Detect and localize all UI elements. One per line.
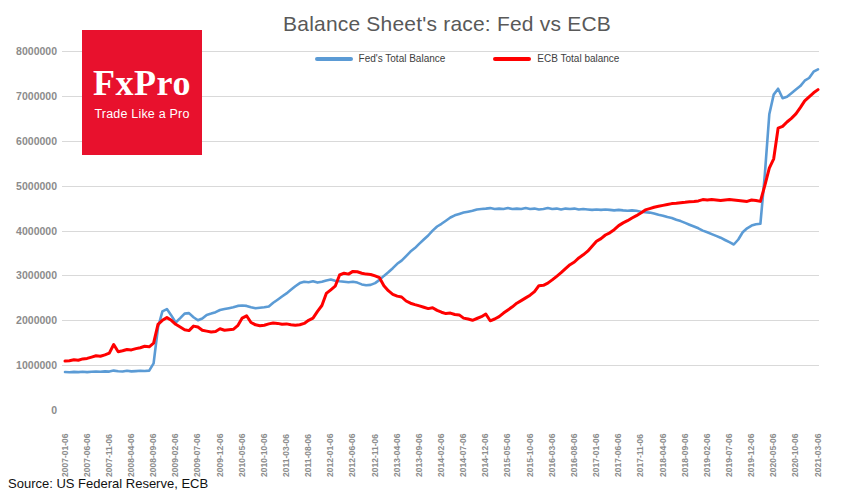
x-tick-label: 2014-12-06 bbox=[481, 434, 490, 477]
y-tick-label: 0 bbox=[0, 404, 57, 417]
x-tick-label: 2010-05-06 bbox=[238, 434, 247, 477]
x-tick-label: 2020-05-06 bbox=[769, 434, 778, 477]
fxpro-logo-tagline: Trade Like a Pro bbox=[94, 107, 189, 121]
fxpro-logo-wordmark: FxPro bbox=[93, 65, 191, 101]
y-tick-label: 3000000 bbox=[0, 269, 57, 282]
source-note: Source: US Federal Reserve, ECB bbox=[8, 476, 208, 491]
x-tick-label: 2014-07-06 bbox=[459, 434, 468, 477]
y-tick-label: 4000000 bbox=[0, 225, 57, 238]
legend-label: ECB Total balance bbox=[537, 53, 619, 64]
x-tick-label: 2007-11-06 bbox=[105, 434, 114, 477]
y-tick-label: 6000000 bbox=[0, 135, 57, 148]
legend-line-swatch bbox=[493, 57, 531, 61]
x-tick-label: 2017-06-06 bbox=[614, 434, 623, 477]
x-tick-label: 2008-09-06 bbox=[149, 434, 158, 477]
y-tick-label: 8000000 bbox=[0, 45, 57, 58]
x-tick-label: 2019-07-06 bbox=[725, 434, 734, 477]
x-tick-label: 2008-04-06 bbox=[127, 434, 136, 477]
x-tick-label: 2009-02-06 bbox=[171, 434, 180, 477]
y-tick-label: 5000000 bbox=[0, 180, 57, 193]
x-tick-label: 2007-01-06 bbox=[61, 434, 70, 477]
x-tick-label: 2011-08-06 bbox=[304, 434, 313, 477]
x-tick-label: 2015-05-06 bbox=[503, 434, 512, 477]
x-tick-label: 2018-09-06 bbox=[681, 434, 690, 477]
x-tick-label: 2016-03-06 bbox=[548, 434, 557, 477]
x-tick-label: 2016-08-06 bbox=[570, 434, 579, 477]
x-tick-label: 2021-03-06 bbox=[814, 434, 823, 477]
x-tick-label: 2007-06-06 bbox=[83, 434, 92, 477]
x-tick-label: 2011-03-06 bbox=[282, 434, 291, 477]
x-tick-label: 2009-07-06 bbox=[193, 434, 202, 477]
legend-item-0: Fed's Total Balance bbox=[315, 53, 446, 64]
x-tick-label: 2019-02-06 bbox=[703, 434, 712, 477]
x-tick-label: 2018-04-06 bbox=[659, 434, 668, 477]
y-tick-label: 1000000 bbox=[0, 359, 57, 372]
x-tick-label: 2009-12-06 bbox=[216, 434, 225, 477]
x-tick-label: 2013-09-06 bbox=[415, 434, 424, 477]
fxpro-logo: FxPro Trade Like a Pro bbox=[82, 30, 202, 155]
x-tick-label: 2017-01-06 bbox=[592, 434, 601, 477]
x-tick-label: 2015-10-06 bbox=[526, 434, 535, 477]
x-tick-label: 2020-10-06 bbox=[791, 434, 800, 477]
x-tick-label: 2017-11-06 bbox=[636, 434, 645, 477]
chart-canvas: Balance Sheet's race: Fed vs ECB Fed's T… bbox=[0, 0, 860, 500]
x-tick-label: 2010-10-06 bbox=[260, 434, 269, 477]
y-tick-label: 2000000 bbox=[0, 314, 57, 327]
x-tick-label: 2012-11-06 bbox=[371, 434, 380, 477]
x-tick-label: 2012-01-06 bbox=[326, 434, 335, 477]
x-tick-label: 2013-04-06 bbox=[393, 434, 402, 477]
x-tick-label: 2014-02-06 bbox=[437, 434, 446, 477]
x-tick-label: 2012-06-06 bbox=[348, 434, 357, 477]
legend-label: Fed's Total Balance bbox=[359, 53, 446, 64]
legend-line-swatch bbox=[315, 57, 353, 61]
legend-item-1: ECB Total balance bbox=[493, 53, 619, 64]
x-tick-label: 2019-12-06 bbox=[747, 434, 756, 477]
y-tick-label: 7000000 bbox=[0, 90, 57, 103]
